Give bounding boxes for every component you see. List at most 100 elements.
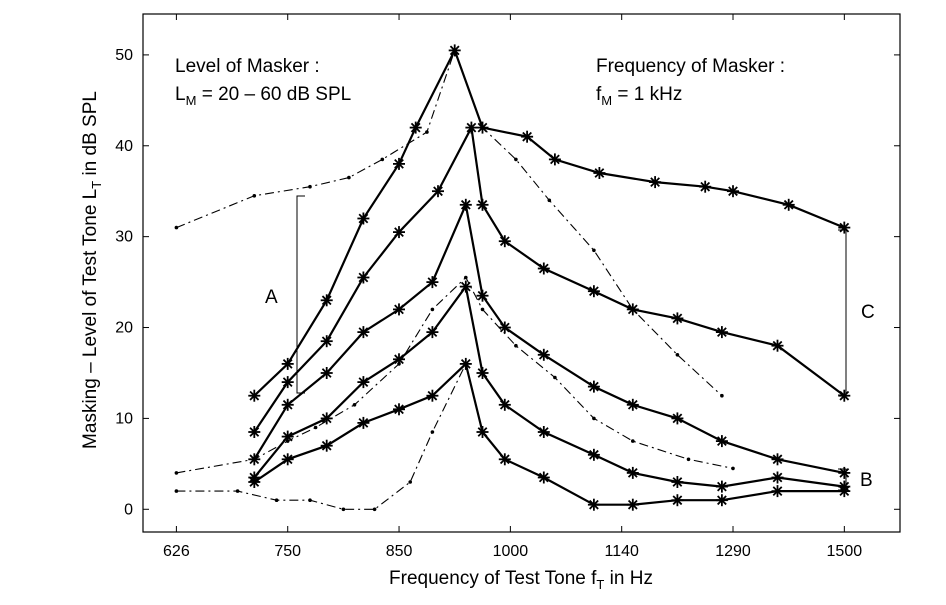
data-point xyxy=(727,185,739,198)
y-tick-label: 30 xyxy=(115,229,133,246)
data-point xyxy=(320,367,333,379)
y-tick-label: 40 xyxy=(115,138,133,155)
data-point xyxy=(838,485,851,498)
data-point xyxy=(547,198,552,203)
data-point xyxy=(771,485,784,498)
data-point xyxy=(393,157,405,170)
data-point xyxy=(252,457,257,462)
data-point xyxy=(498,398,511,411)
bracket-a xyxy=(296,195,305,394)
y-tick-label: 20 xyxy=(115,320,133,337)
x-axis-label: Frequency of Test Tone fT in Hz xyxy=(389,568,653,592)
data-point xyxy=(281,376,294,389)
data-point xyxy=(715,326,728,339)
data-point xyxy=(459,198,472,211)
bracket-b-label: B xyxy=(860,470,873,491)
plot-frame xyxy=(142,13,901,533)
data-point xyxy=(626,466,639,479)
series-line-4 xyxy=(253,283,845,488)
x-tick-label: 1500 xyxy=(827,543,863,560)
data-point xyxy=(281,398,294,411)
data-point xyxy=(521,130,534,143)
series-line-1 xyxy=(253,47,845,397)
data-point xyxy=(593,167,606,179)
data-point xyxy=(587,285,600,298)
data-point xyxy=(380,157,385,162)
data-point xyxy=(393,226,405,239)
data-point xyxy=(313,425,318,430)
data-point xyxy=(480,125,485,130)
data-point xyxy=(252,194,257,198)
data-point xyxy=(592,416,596,421)
annotation-freq-value: fM = 1 kHz xyxy=(596,84,682,108)
data-point xyxy=(715,480,728,493)
data-point xyxy=(671,476,684,488)
data-point xyxy=(699,180,712,193)
data-point xyxy=(782,198,795,211)
data-point xyxy=(514,343,518,348)
axis-ticks: 626 750 850 1000 1140 1290 1500 0 10 20 30 40 50 xyxy=(115,14,900,560)
data-point xyxy=(320,335,333,348)
data-point xyxy=(675,353,680,357)
x-tick-label: 1000 xyxy=(493,543,529,560)
data-point xyxy=(838,466,851,479)
series-line-8 xyxy=(176,363,467,510)
data-point xyxy=(347,175,351,180)
annotation-level-value: LM = 20 – 60 dB SPL xyxy=(175,84,351,108)
data-point xyxy=(357,212,370,225)
data-point xyxy=(838,389,851,402)
data-point xyxy=(426,389,439,402)
data-point xyxy=(248,426,261,438)
x-tick-label: 626 xyxy=(163,543,190,560)
data-point xyxy=(357,326,370,339)
data-point xyxy=(248,476,261,488)
data-point xyxy=(838,221,851,234)
data-point xyxy=(397,362,401,366)
x-tick-label: 850 xyxy=(386,543,413,560)
data-point xyxy=(408,480,413,484)
data-point xyxy=(498,321,511,334)
data-point xyxy=(372,507,377,512)
data-point xyxy=(592,248,596,253)
data-point xyxy=(537,262,550,275)
data-point xyxy=(464,362,468,366)
data-point xyxy=(731,466,735,471)
data-point xyxy=(537,348,550,361)
data-point xyxy=(587,448,600,461)
data-point xyxy=(426,326,439,339)
data-point xyxy=(476,289,489,302)
series-line-5 xyxy=(253,361,845,506)
data-point xyxy=(514,157,518,162)
data-point xyxy=(715,494,728,507)
data-point xyxy=(174,225,179,230)
data-point xyxy=(671,494,684,507)
data-point xyxy=(174,489,179,493)
data-point xyxy=(393,303,405,316)
data-point xyxy=(498,453,511,466)
data-point xyxy=(357,271,370,284)
data-point xyxy=(671,412,684,425)
annotation-level-title: Level of Masker : xyxy=(175,56,320,77)
data-point xyxy=(430,307,435,312)
data-point xyxy=(671,312,684,325)
y-tick-label: 10 xyxy=(115,410,133,427)
data-point xyxy=(393,403,405,416)
data-point xyxy=(715,435,728,448)
data-point xyxy=(352,403,357,407)
data-point xyxy=(341,507,346,512)
y-tick-label: 50 xyxy=(115,47,133,64)
data-point xyxy=(281,357,294,370)
data-point xyxy=(357,376,370,389)
data-point xyxy=(548,153,561,166)
data-point xyxy=(631,307,635,312)
bracket-c-label: C xyxy=(861,302,875,323)
data-point xyxy=(430,430,435,434)
data-point xyxy=(771,471,784,484)
data-point xyxy=(771,453,784,466)
x-tick-label: 1140 xyxy=(604,543,639,560)
data-point xyxy=(459,280,472,293)
series-line-6 xyxy=(176,48,723,397)
data-point xyxy=(720,393,724,398)
data-point xyxy=(426,276,439,289)
